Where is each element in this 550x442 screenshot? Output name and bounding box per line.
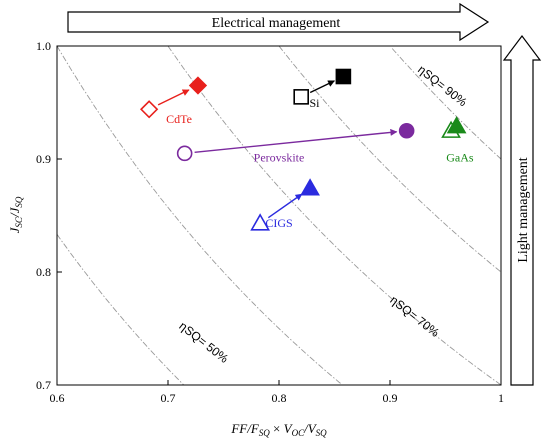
x-axis: 0.6 0.7 0.8 0.9 1 — [50, 380, 504, 405]
series-label: GaAs — [446, 150, 474, 164]
x-tick-label: 0.8 — [272, 391, 287, 405]
end-marker — [335, 68, 352, 85]
electrical-management-arrow: Electrical management — [67, 2, 490, 42]
contour-label: ηSQ= 50% — [176, 319, 231, 366]
end-marker — [398, 122, 415, 139]
start-marker — [250, 213, 271, 231]
x-tick-label: 0.9 — [383, 391, 398, 405]
light-management-label: Light management — [516, 157, 531, 262]
start-marker — [139, 100, 159, 119]
efficiency-contour — [56, 234, 184, 386]
contour-label: ηSQ= 70% — [387, 293, 442, 340]
x-tick-label: 1 — [498, 391, 504, 405]
series-label: Perovskite — [254, 150, 305, 164]
light-management-arrow: Light management — [502, 35, 542, 386]
end-marker — [188, 76, 208, 95]
y-tick-label: 0.9 — [36, 152, 51, 166]
x-tick-label: 0.7 — [161, 391, 176, 405]
electrical-management-label: Electrical management — [212, 16, 341, 31]
start-marker — [176, 145, 193, 162]
device-series: CdTe Si Perovskite GaAs CIGS — [139, 68, 474, 231]
improvement-arrow — [309, 80, 336, 94]
y-tick-label: 0.7 — [36, 378, 51, 392]
y-tick-label: 0.8 — [36, 265, 51, 279]
x-axis-label: FF/FSQ × VOC/VSQ — [230, 421, 327, 438]
end-marker — [300, 178, 320, 196]
start-marker — [293, 89, 310, 105]
x-tick-label: 0.6 — [50, 391, 65, 405]
efficiency-contour — [278, 45, 502, 273]
series-label: CIGS — [265, 216, 292, 230]
y-axis: 0.7 0.8 0.9 1.0 — [36, 39, 62, 392]
y-tick-label: 1.0 — [36, 39, 51, 53]
series-label: Si — [310, 96, 321, 110]
improvement-arrow — [157, 89, 190, 106]
improvement-arrow — [267, 193, 303, 219]
efficiency-contour — [391, 48, 502, 160]
y-axis-label: JSC/JSQ — [7, 196, 24, 233]
efficiency-contour — [56, 45, 342, 385]
end-marker — [446, 116, 467, 134]
improvement-arrow — [194, 128, 398, 154]
series-label: CdTe — [166, 112, 192, 126]
efficiency-contour — [167, 45, 502, 386]
